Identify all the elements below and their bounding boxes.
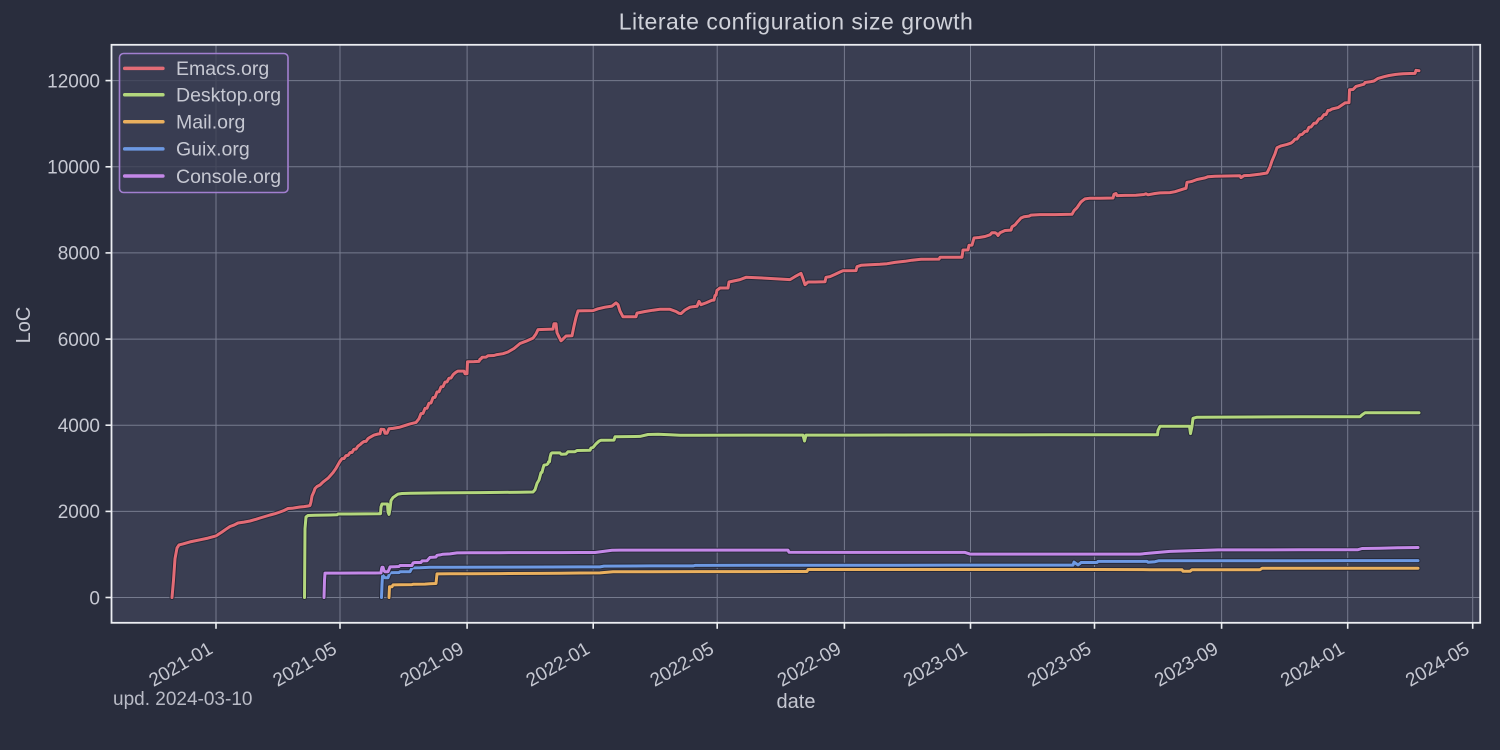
svg-text:Literate configuration size gr: Literate configuration size growth: [619, 9, 974, 35]
svg-text:12000: 12000: [47, 71, 100, 92]
svg-text:0: 0: [89, 588, 100, 609]
svg-text:Console.org: Console.org: [176, 166, 281, 188]
svg-text:6000: 6000: [58, 330, 100, 351]
svg-text:8000: 8000: [58, 244, 100, 265]
svg-text:2000: 2000: [58, 502, 100, 523]
svg-text:LoC: LoC: [13, 307, 35, 344]
svg-text:Emacs.org: Emacs.org: [176, 58, 269, 80]
svg-text:date: date: [777, 691, 816, 713]
svg-text:Mail.org: Mail.org: [176, 112, 245, 134]
svg-text:4000: 4000: [58, 416, 100, 437]
svg-text:Guix.org: Guix.org: [176, 139, 250, 161]
svg-text:Desktop.org: Desktop.org: [176, 85, 281, 107]
svg-text:10000: 10000: [47, 158, 100, 179]
svg-text:upd. 2024-03-10: upd. 2024-03-10: [113, 689, 252, 710]
